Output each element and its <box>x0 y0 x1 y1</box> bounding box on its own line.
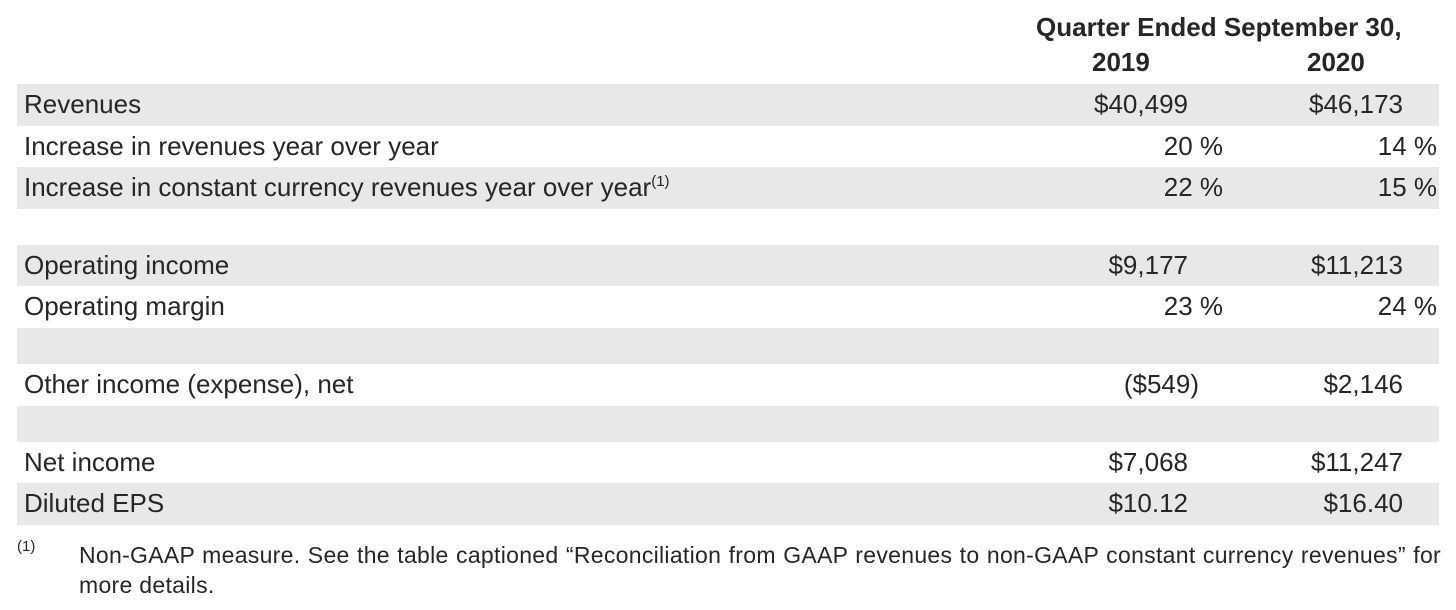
financial-table: Revenues $40,499 $46,173 Increase in rev… <box>17 84 1439 525</box>
value-2020: $11,247 <box>1310 446 1403 477</box>
row-label-text: Increase in constant currency revenues y… <box>24 172 652 203</box>
value-2019: $40,499 <box>1094 89 1188 119</box>
row-label: Net income <box>24 446 156 477</box>
row-label: Diluted EPS <box>24 488 165 519</box>
row-label: Operating margin <box>24 291 225 322</box>
value-2019: $9,177 <box>1108 249 1188 280</box>
footnote-reference: (1) <box>651 173 670 191</box>
spacer-row <box>17 208 1439 245</box>
value-2020: 24 % <box>1377 291 1437 322</box>
value-2020: 15 % <box>1377 172 1437 203</box>
value-2020: $11,213 <box>1310 249 1403 280</box>
value-2020: $16.40 <box>1323 488 1403 519</box>
table-row-operating-margin: Operating margin 23 % 24 % <box>17 286 1439 328</box>
value-2019: 23 % <box>1163 291 1223 322</box>
table-row-operating-income: Operating income $9,177 $11,213 <box>17 244 1439 287</box>
table-row-net-income: Net income $7,068 $11,247 <box>17 441 1439 484</box>
value-2020: 14 % <box>1377 130 1437 161</box>
value-2019: ($549) <box>1123 368 1199 399</box>
value-2020: $46,173 <box>1309 89 1403 119</box>
table-row-revenue-growth: Increase in revenues year over year 20 %… <box>17 125 1439 168</box>
value-2019: $10.12 <box>1108 488 1188 519</box>
footnote-text: Non-GAAP measure. See the table captione… <box>79 542 1441 598</box>
value-2019: $7,068 <box>1108 446 1188 477</box>
period-heading: Quarter Ended September 30, <box>1036 12 1402 42</box>
footnote-marker: (1) <box>17 538 36 555</box>
row-label: Other income (expense), net <box>24 368 354 399</box>
table-header: Quarter Ended September 30, 2019 2020 <box>0 0 1456 84</box>
value-2019: 22 % <box>1163 172 1223 203</box>
row-label: Increase in revenues year over year <box>24 130 439 161</box>
value-2019: 20 % <box>1163 130 1223 161</box>
table-row-other-income: Other income (expense), net ($549) $2,14… <box>17 363 1439 406</box>
column-header-2020: 2020 <box>1307 47 1365 77</box>
row-label: Increase in constant currency revenues y… <box>24 167 670 213</box>
table-row-diluted-eps: Diluted EPS $10.12 $16.40 <box>17 483 1439 525</box>
spacer-row <box>17 405 1439 442</box>
row-label: Revenues <box>24 89 142 119</box>
value-2020: $2,146 <box>1323 368 1403 399</box>
column-header-2019: 2019 <box>1092 47 1150 77</box>
table-row-revenues: Revenues $40,499 $46,173 <box>17 84 1439 126</box>
spacer-row <box>17 327 1439 364</box>
table-row-constant-currency-growth: Increase in constant currency revenues y… <box>17 167 1439 209</box>
row-label: Operating income <box>24 249 230 280</box>
